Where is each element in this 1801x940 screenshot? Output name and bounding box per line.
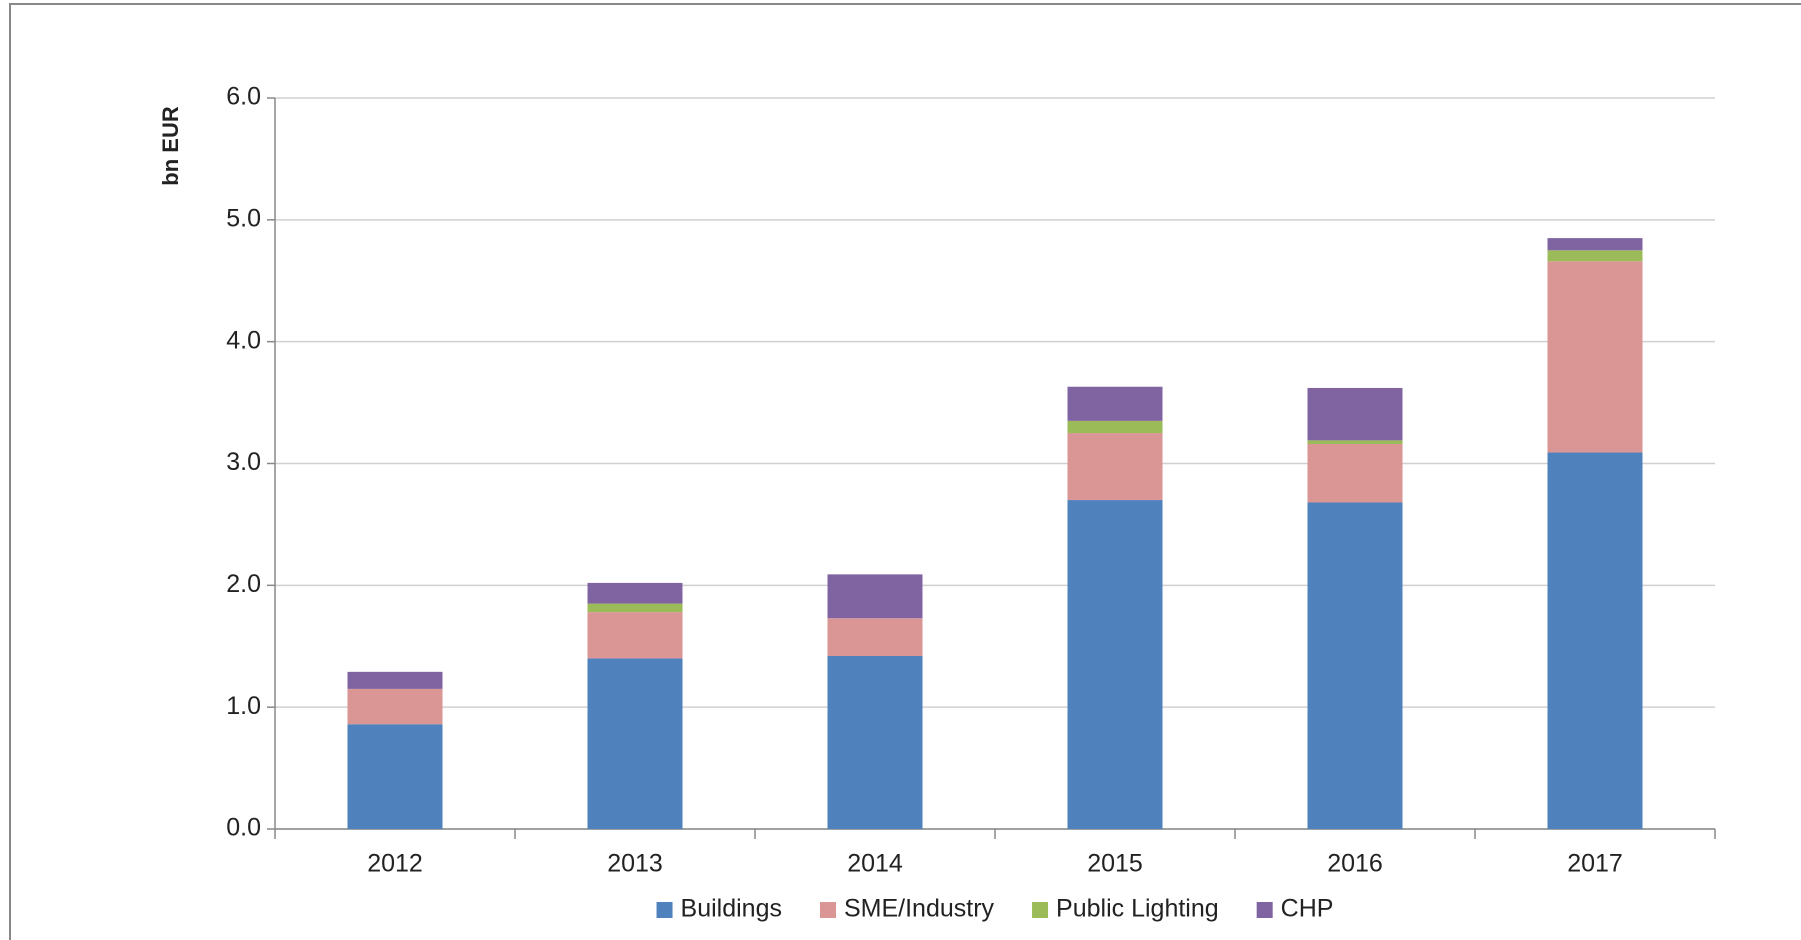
x-tick-label: 2012 (367, 850, 423, 878)
y-tick-label: 5.0 (226, 204, 261, 232)
bar-segment (587, 612, 683, 659)
legend-swatch (656, 902, 673, 918)
y-tick-label: 6.0 (226, 83, 261, 111)
x-tick-label: 2014 (847, 850, 903, 878)
bar-segment (1547, 238, 1643, 251)
bar-segment (1547, 452, 1643, 829)
y-axis-label: bn EUR (158, 106, 183, 186)
legend-label: Buildings (681, 895, 782, 923)
legend-swatch (819, 902, 836, 918)
bar-segment (1307, 502, 1403, 829)
bar-segment (1547, 250, 1643, 262)
bar-segment (587, 603, 683, 613)
bar-segment (827, 574, 923, 619)
x-tick-label: 2016 (1327, 850, 1383, 878)
x-tick-label: 2013 (607, 850, 663, 878)
y-tick-label: 3.0 (226, 448, 261, 476)
legend-swatch (1256, 902, 1273, 918)
bar-segment (347, 688, 443, 725)
bar-segment (1307, 440, 1403, 445)
x-tick-label: 2015 (1087, 850, 1143, 878)
legend-swatch (1032, 902, 1049, 918)
legend-label: SME/Industry (844, 895, 995, 923)
legend-label: CHP (1281, 895, 1334, 923)
bar-segment (347, 724, 443, 829)
legend-label: Public Lighting (1056, 895, 1219, 923)
bar-segment (1067, 433, 1163, 501)
bar-segment (827, 655, 923, 829)
bar-segment (1547, 261, 1643, 453)
bar-segment (587, 582, 683, 604)
y-tick-label: 1.0 (226, 692, 261, 720)
x-tick-label: 2017 (1567, 850, 1623, 878)
y-tick-label: 0.0 (226, 814, 261, 842)
bar-segment (1067, 386, 1163, 421)
bar-segment (587, 658, 683, 829)
chart-frame (9, 3, 1801, 940)
bar-segment (1307, 444, 1403, 503)
y-tick-label: 2.0 (226, 570, 261, 598)
bar-segment (1067, 500, 1163, 829)
bar-segment (827, 618, 923, 656)
bar-segment (1067, 420, 1163, 434)
y-tick-label: 4.0 (226, 326, 261, 354)
bar-segment (1307, 387, 1403, 441)
bar-segment (347, 671, 443, 689)
